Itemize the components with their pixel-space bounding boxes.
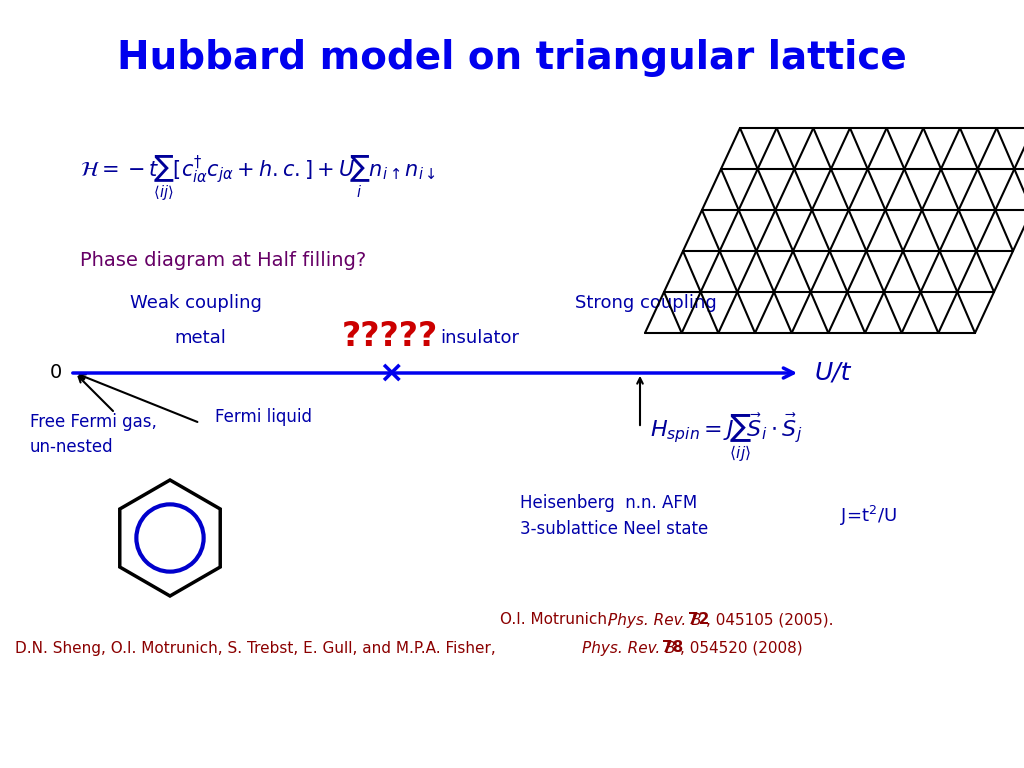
Text: Phase diagram at Half filling?: Phase diagram at Half filling? bbox=[80, 250, 367, 270]
Text: Phys. Rev. B: Phys. Rev. B bbox=[608, 613, 707, 627]
Text: $\mathcal{H} = -t\!\sum_{\langle ij \rangle}[c^{\dagger}_{i\alpha}c_{j\alpha} + : $\mathcal{H} = -t\!\sum_{\langle ij \ran… bbox=[80, 153, 436, 203]
Text: J=t$^2$/U: J=t$^2$/U bbox=[840, 504, 897, 528]
Text: Phys. Rev. B: Phys. Rev. B bbox=[582, 641, 681, 656]
Text: insulator: insulator bbox=[440, 329, 519, 347]
Text: 78: 78 bbox=[662, 641, 683, 656]
Text: Hubbard model on triangular lattice: Hubbard model on triangular lattice bbox=[117, 39, 907, 77]
Text: ?????: ????? bbox=[342, 319, 438, 353]
Text: Weak coupling: Weak coupling bbox=[130, 294, 262, 312]
Text: 72: 72 bbox=[688, 613, 710, 627]
Text: Free Fermi gas,
un-nested: Free Fermi gas, un-nested bbox=[30, 413, 157, 456]
Text: , 054520 (2008): , 054520 (2008) bbox=[680, 641, 803, 656]
FancyArrowPatch shape bbox=[73, 368, 794, 378]
Text: D.N. Sheng, O.I. Motrunich, S. Trebst, E. Gull, and M.P.A. Fisher,: D.N. Sheng, O.I. Motrunich, S. Trebst, E… bbox=[15, 641, 501, 656]
Text: O.I. Motrunich,: O.I. Motrunich, bbox=[500, 613, 616, 627]
Text: $\mathbf{\times}$: $\mathbf{\times}$ bbox=[378, 359, 401, 388]
Text: Strong coupling: Strong coupling bbox=[575, 294, 717, 312]
Text: Fermi liquid: Fermi liquid bbox=[215, 408, 312, 426]
Text: 0: 0 bbox=[50, 363, 62, 382]
Text: metal: metal bbox=[174, 329, 226, 347]
Text: U/t: U/t bbox=[815, 361, 851, 385]
Text: $H_{spin} = J\!\sum_{\langle ij \rangle}\!\vec{S}_i \cdot \vec{S}_j$: $H_{spin} = J\!\sum_{\langle ij \rangle}… bbox=[650, 412, 803, 464]
Text: , 045105 (2005).: , 045105 (2005). bbox=[706, 613, 834, 627]
Text: Heisenberg  n.n. AFM
3-sublattice Neel state: Heisenberg n.n. AFM 3-sublattice Neel st… bbox=[520, 494, 709, 538]
